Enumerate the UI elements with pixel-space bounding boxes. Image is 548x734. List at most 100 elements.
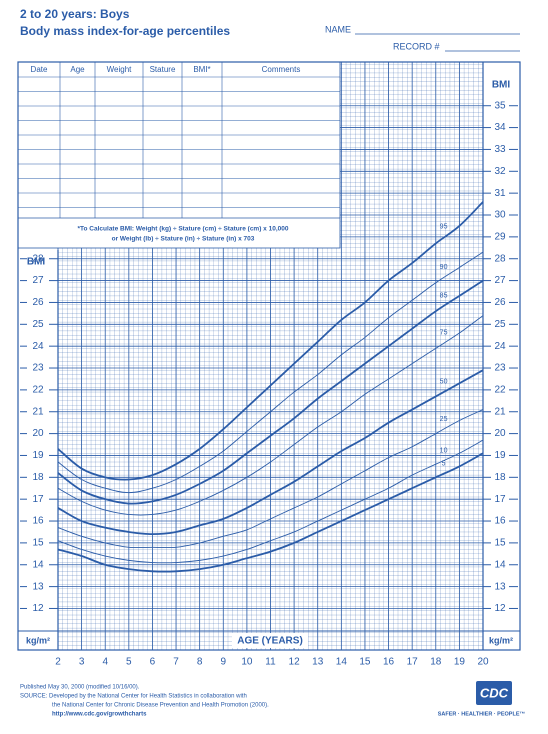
y-tick-label: 18 [494, 472, 506, 483]
table-header: BMI* [193, 65, 210, 74]
plot: Date Age Weight Stature BMI* Comments *To Calc… [17, 61, 521, 668]
y-tick-label: 28 [494, 253, 506, 264]
unit-label: kg/m² [489, 635, 513, 645]
y-tick-label: 27 [32, 275, 44, 286]
table-header: Age [70, 65, 85, 74]
x-tick-label: 5 [126, 657, 132, 668]
x-tick-label: 16 [383, 657, 395, 668]
x-tick-label: 11 [265, 657, 276, 668]
x-tick-label: 2 [55, 657, 61, 668]
table-header: Weight [107, 65, 133, 74]
logo: CDC [480, 685, 509, 700]
title: 2 to 20 years: Boys [20, 7, 130, 21]
y-tick-label: 23 [32, 363, 44, 374]
percentile-label: 50 [440, 379, 448, 386]
unit-label: kg/m² [26, 635, 50, 645]
y-tick-label: 18 [32, 472, 44, 483]
x-tick-label: 10 [241, 657, 253, 668]
y-tick-label: 32 [494, 166, 506, 177]
record-table [17, 61, 341, 249]
record-label: RECORD # [393, 41, 440, 51]
y-tick-label: 22 [32, 385, 44, 396]
y-tick-label: 19 [32, 450, 44, 461]
y-tick-label: 15 [32, 538, 44, 549]
x-tick-label: 3 [79, 657, 85, 668]
url: http://www.cdc.gov/growthcharts [52, 712, 147, 718]
y-tick-label: 17 [494, 494, 506, 505]
y-tick-label: 33 [494, 144, 506, 155]
published-note: Published May 30, 2000 (modified 10/16/0… [20, 685, 140, 691]
percentile-curve [57, 439, 484, 564]
x-label-bg [232, 633, 308, 648]
y-tick-label: 26 [494, 297, 506, 308]
y-tick-label: 23 [494, 363, 506, 374]
x-tick-label: 15 [359, 657, 371, 668]
x-tick-label: 4 [102, 657, 108, 668]
x-tick-label: 18 [430, 657, 442, 668]
table-header: Comments [262, 65, 301, 74]
x-tick-label: 13 [312, 657, 324, 668]
source-note: the National Center for Chronic Disease … [52, 703, 269, 709]
percentile-label: 85 [440, 292, 448, 299]
percentile-curve [57, 409, 484, 549]
y-tick-label: 17 [32, 494, 44, 505]
subtitle: Body mass index-for-age percentiles [20, 24, 230, 38]
x-tick-label: 14 [336, 657, 348, 668]
percentile-label: 75 [440, 330, 448, 337]
x-tick-label: 8 [197, 657, 203, 668]
y-tick-label: 26 [32, 297, 44, 308]
x-tick-label: 7 [173, 657, 179, 668]
source-note: SOURCE: Developed by the National Center… [20, 694, 247, 700]
y-tick-label: 21 [32, 406, 44, 417]
x-tick-label: 9 [220, 657, 226, 668]
percentile-curve [57, 315, 484, 516]
table-header: Date [31, 65, 48, 74]
y-tick-label: 24 [32, 341, 44, 352]
y-axis-label: BMI [492, 80, 511, 91]
y-tick-label: 30 [494, 210, 506, 221]
y-axis-label: BMI [27, 257, 46, 268]
x-axis-label: AGE (YEARS) [237, 636, 303, 647]
table-header: Stature [150, 65, 176, 74]
percentile-label: 95 [440, 224, 448, 231]
y-tick-label: 14 [494, 559, 506, 570]
y-tick-label: 20 [494, 428, 506, 439]
tagline: SAFER · HEALTHIER · PEOPLE™ [438, 711, 525, 717]
percentile-label: 10 [440, 448, 448, 455]
y-tick-label: 34 [494, 122, 506, 133]
x-tick-label: 19 [454, 657, 466, 668]
logo-box [476, 681, 512, 705]
frame [17, 61, 521, 651]
y-tick-label: 28 [32, 253, 44, 264]
percentile-curve [57, 251, 484, 494]
percentile-label: 25 [440, 416, 448, 423]
y-tick-label: 31 [494, 188, 506, 199]
y-tick-label: 20 [32, 428, 44, 439]
y-tick-label: 13 [32, 581, 44, 592]
x-tick-label: 12 [289, 657, 301, 668]
y-tick-label: 14 [32, 559, 44, 570]
formula: *To Calculate BMI: Weight (kg) ÷ Stature… [78, 226, 289, 233]
percentile-curve [57, 279, 484, 505]
y-tick-label: 19 [494, 450, 506, 461]
percentile-curve [57, 201, 484, 481]
y-tick-label: 16 [494, 516, 506, 527]
name-label: NAME [325, 24, 351, 34]
y-tick-label: 22 [494, 385, 506, 396]
y-tick-label: 21 [494, 406, 506, 417]
axis-column [483, 62, 520, 650]
y-tick-label: 24 [494, 341, 506, 352]
y-tick-label: 12 [32, 603, 44, 614]
percentile-label: 5 [442, 461, 446, 468]
y-tick-label: 16 [32, 516, 44, 527]
x-tick-label: 17 [407, 657, 419, 668]
x-tick-label: 6 [150, 657, 156, 668]
percentile-curve [57, 452, 484, 573]
y-tick-label: 12 [494, 603, 506, 614]
y-tick-label: 25 [32, 319, 44, 330]
percentile-label: 90 [440, 264, 448, 271]
y-tick-label: 29 [494, 232, 506, 243]
x-tick-label: 20 [477, 657, 489, 668]
y-tick-label: 15 [494, 538, 506, 549]
